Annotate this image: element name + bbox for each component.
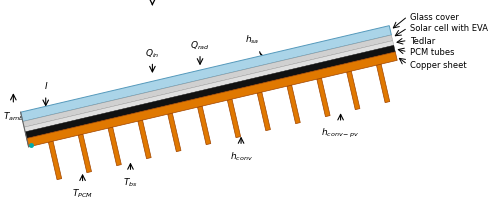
Polygon shape [317,79,330,117]
Polygon shape [228,100,240,138]
Polygon shape [257,93,270,131]
Text: $T_{PCM}$: $T_{PCM}$ [72,186,93,199]
Polygon shape [376,65,390,103]
Text: $I$: $I$ [44,80,48,91]
Text: $h_{conv-pv}$: $h_{conv-pv}$ [322,126,360,139]
Polygon shape [78,134,92,173]
Polygon shape [108,127,122,166]
Text: $Q_{pv-sc}$: $Q_{pv-sc}$ [80,113,111,126]
Polygon shape [138,121,151,159]
Text: Solar cell with EVA: Solar cell with EVA [410,24,488,33]
Text: Glass cover: Glass cover [410,13,459,22]
Polygon shape [24,41,394,132]
Polygon shape [198,107,211,145]
Text: Tedlar: Tedlar [410,37,435,46]
Text: $T_{bs}$: $T_{bs}$ [123,175,138,188]
Polygon shape [20,27,392,122]
Polygon shape [26,53,397,147]
Polygon shape [287,86,300,124]
Polygon shape [346,72,360,110]
Text: $h_{sa}$: $h_{sa}$ [245,33,260,46]
Text: PCM tubes: PCM tubes [410,48,454,57]
Text: $Q_{rad}$: $Q_{rad}$ [190,39,210,52]
Polygon shape [25,46,396,139]
Polygon shape [48,141,62,180]
Text: $Q_{in}$: $Q_{in}$ [145,47,160,59]
Polygon shape [168,114,181,152]
Text: $h_{conv}$: $h_{conv}$ [230,149,252,162]
Polygon shape [23,36,392,128]
Text: Copper sheet: Copper sheet [410,61,466,70]
Text: $T_{amb}$: $T_{amb}$ [2,110,24,122]
